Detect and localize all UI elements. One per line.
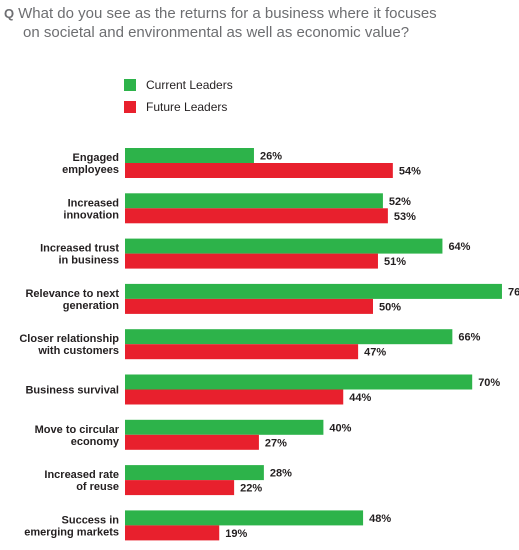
bar-future xyxy=(125,208,388,224)
data-label-current: 52% xyxy=(389,196,411,208)
category-label: of reuse xyxy=(76,481,119,493)
data-label-future: 54% xyxy=(399,166,421,178)
chart-legend: Current Leaders Future Leaders xyxy=(124,74,233,118)
category-label: economy xyxy=(71,436,120,448)
category-label: with customers xyxy=(37,345,119,357)
data-label-future: 53% xyxy=(394,211,416,223)
data-label-future: 50% xyxy=(379,301,401,313)
category-label: emerging markets xyxy=(24,526,119,538)
data-label-future: 44% xyxy=(349,392,371,404)
category-label: generation xyxy=(63,300,120,312)
bar-future xyxy=(125,298,373,314)
category-label: Increased xyxy=(68,197,119,209)
data-label-future: 19% xyxy=(225,528,247,540)
bar-future xyxy=(125,344,359,360)
category-label: Increased trust xyxy=(40,243,119,255)
category-label: employees xyxy=(62,164,119,176)
question-line-2: on societal and environmental as well as… xyxy=(23,24,410,41)
bar-current xyxy=(125,374,473,390)
data-label-current: 64% xyxy=(448,241,470,253)
data-label-current: 70% xyxy=(478,377,500,389)
category-label: Move to circular xyxy=(35,424,120,436)
legend-item-current: Current Leaders xyxy=(124,74,233,96)
data-label-future: 47% xyxy=(364,347,386,359)
bar-future xyxy=(125,389,344,405)
legend-swatch-current xyxy=(124,79,136,91)
category-label: Closer relationship xyxy=(19,333,119,345)
bar-current xyxy=(125,193,383,209)
legend-label-future: Future Leaders xyxy=(146,100,228,114)
bar-future xyxy=(125,480,235,496)
legend-label-current: Current Leaders xyxy=(146,78,233,92)
category-label: Business survival xyxy=(25,385,119,397)
category-label: in business xyxy=(58,255,119,267)
legend-item-future: Future Leaders xyxy=(124,96,233,118)
category-label: Engaged xyxy=(73,152,119,164)
question-marker: Q xyxy=(4,6,15,21)
data-label-current: 28% xyxy=(270,468,292,480)
bar-group: Business survival 70% 44% xyxy=(25,374,500,405)
category-label: innovation xyxy=(63,209,119,221)
bar-current xyxy=(125,148,254,163)
bar-future xyxy=(125,163,393,178)
data-label-future: 27% xyxy=(265,437,287,449)
bar-current xyxy=(125,419,324,435)
bar-future xyxy=(125,525,220,541)
category-label: Relevance to next xyxy=(25,288,119,300)
data-label-current: 40% xyxy=(329,422,351,434)
data-label-current: 66% xyxy=(458,332,480,344)
bar-current xyxy=(125,329,453,345)
legend-swatch-future xyxy=(124,101,136,113)
data-label-future: 22% xyxy=(240,483,262,495)
category-label: Increased rate xyxy=(44,469,119,481)
bar-future xyxy=(125,253,378,269)
question-line-1: What do you see as the returns for a bus… xyxy=(18,5,437,22)
data-label-current: 48% xyxy=(369,513,391,525)
bar-current xyxy=(125,283,502,299)
bar-current xyxy=(125,465,264,481)
data-label-future: 51% xyxy=(384,256,406,268)
bar-future xyxy=(125,434,259,450)
data-label-current: 76% xyxy=(508,286,519,298)
data-label-current: 26% xyxy=(260,151,282,163)
bar-current xyxy=(125,238,443,254)
question-text: Q What do you see as the returns for a bu… xyxy=(4,4,514,42)
bar-current xyxy=(125,510,364,526)
category-label: Success in xyxy=(62,514,120,526)
